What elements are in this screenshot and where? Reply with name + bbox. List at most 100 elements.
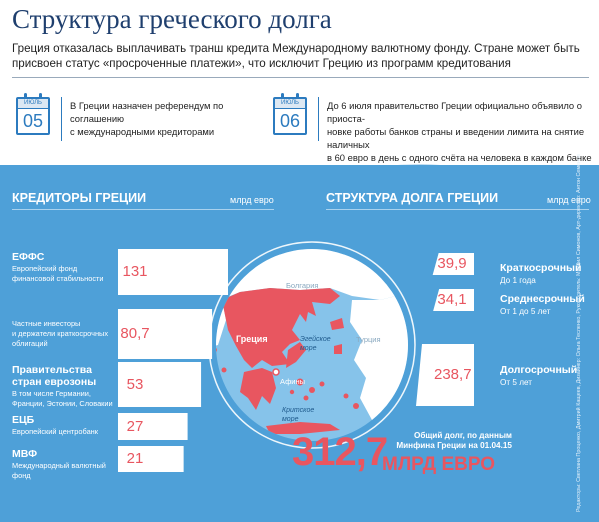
- event-divider: [61, 97, 62, 141]
- event-july-6: ИЮЛЬ 06 До 6 июля правительство Греции о…: [273, 93, 593, 163]
- maturity-name: Среднесрочный: [500, 293, 585, 305]
- map-label-greece: Греция: [236, 334, 268, 344]
- creditor-desc: Европейский центробанк: [12, 427, 120, 437]
- maturity-label-long: Долгосрочный От 5 лет: [500, 364, 577, 388]
- total-debt-unit: МЛРД ЕВРО: [382, 454, 496, 475]
- event-text-line: с международными кредиторами: [70, 126, 215, 137]
- map-greece-island: [319, 381, 325, 387]
- creditor-label-eurozone: Правительства стран еврозоны В том числе…: [12, 364, 120, 409]
- calendar-icon: ИЮЛЬ 05: [16, 93, 50, 135]
- creditor-bar: [118, 362, 202, 407]
- total-debt-note: Общий долг, по данным Минфина Греции на …: [392, 431, 512, 451]
- creditor-value-label: 53: [126, 375, 144, 393]
- lead-text: Греция отказалась выплачивать транш кред…: [12, 42, 580, 70]
- calendar-month: ИЮЛЬ: [24, 100, 42, 106]
- map-label-aegean-2: море: [300, 345, 317, 352]
- maturity-label-short: Краткосрочный До 1 года: [500, 262, 581, 286]
- event-text-line: До 6 июля правительство Греции официальн…: [327, 100, 582, 124]
- maturity-bar: [433, 289, 474, 311]
- creditors-unit: млрд евро: [230, 195, 274, 205]
- map-greece-island: [221, 367, 227, 373]
- athens-marker: [272, 368, 280, 376]
- creditor-desc-line: Европейский центробанк: [12, 427, 98, 436]
- calendar-ring: [39, 93, 42, 102]
- creditor-label-private: Частные инвесторы и держатели краткосроч…: [12, 318, 120, 349]
- total-debt-number: 312,7: [292, 430, 388, 474]
- creditor-desc-line: Международный валютный: [12, 461, 106, 470]
- creditor-value-label: 21: [126, 450, 144, 467]
- creditors-heading: КРЕДИТОРЫ ГРЕЦИИ: [12, 191, 147, 205]
- creditor-bar: [118, 446, 184, 472]
- creditor-label-imf: МВФ Международный валютный фонд: [12, 448, 120, 481]
- map-label-bulgaria: Болгария: [286, 281, 318, 290]
- map-greece-island: [309, 387, 315, 393]
- header-divider: [12, 77, 589, 78]
- total-note-line: Минфина Греции на 01.04.15: [396, 441, 512, 450]
- event-text: До 6 июля правительство Греции официальн…: [327, 99, 593, 164]
- calendar-month: ИЮЛЬ: [281, 100, 299, 106]
- maturity-value-label: 238,7: [434, 366, 472, 383]
- maturity-value-label: 34,1: [437, 291, 467, 308]
- calendar-ring: [296, 93, 299, 102]
- maturity-desc: От 1 до 5 лет: [500, 307, 551, 316]
- creditors-rule: [12, 209, 274, 210]
- creditor-value-label: 27: [126, 417, 144, 435]
- map-label-athens: Афины: [280, 377, 305, 386]
- debt-structure-unit: млрд евро: [547, 195, 591, 205]
- creditor-desc-line: фонд: [12, 471, 31, 480]
- creditor-desc: Частные инвесторы и держатели краткосроч…: [12, 319, 120, 349]
- creditor-bar: [118, 413, 188, 440]
- creditor-desc-line: и держатели краткосрочных: [12, 329, 109, 338]
- creditor-desc-line: облигаций: [12, 339, 48, 348]
- map-greece-island: [296, 378, 304, 386]
- maturity-value-label: 39,9: [437, 255, 467, 272]
- total-note-line: Общий долг, по данным: [413, 431, 512, 440]
- map-label-cretan-1: Критское: [282, 407, 314, 414]
- calendar-day: 06: [279, 111, 301, 131]
- creditor-value-label: 131: [122, 263, 148, 280]
- event-july-5: ИЮЛЬ 05 В Греции назначен референдум по …: [16, 93, 266, 143]
- page-title: Структура греческого долга: [12, 4, 332, 34]
- map-greece-island: [289, 389, 295, 395]
- map-label-cretan-2: море: [282, 416, 299, 423]
- creditor-desc: В том числе Германии, Франции, Эстонии, …: [12, 389, 120, 409]
- creditor-desc-line: финансовой стабильности: [12, 274, 104, 283]
- creditor-value-label: 80,7: [120, 325, 150, 342]
- creditor-label-effs: ЕФФС Европейский фонд финансовой стабиль…: [12, 251, 120, 284]
- map-greece-island: [343, 393, 349, 399]
- map-greece-island: [303, 395, 309, 401]
- creditor-desc-line: В том числе Германии,: [12, 389, 91, 398]
- creditor-desc-line: Франции, Эстонии, Словакии: [12, 399, 113, 408]
- event-text-line: новке работы банков страны и введении ли…: [327, 126, 585, 150]
- creditor-bars: [118, 249, 228, 472]
- creditor-name: МВФ: [12, 448, 38, 460]
- calendar-ring: [281, 93, 284, 102]
- creditor-name: ЕЦБ: [12, 414, 35, 426]
- creditor-name: Правительства стран еврозоны: [12, 364, 97, 388]
- calendar-ring: [24, 93, 27, 102]
- maturity-name: Долгосрочный: [500, 364, 578, 376]
- creditor-name: ЕФФС: [12, 251, 45, 263]
- map-greece-mainland: [222, 288, 340, 368]
- debt-structure-rule: [326, 209, 589, 210]
- map-label-turkey: Турция: [356, 335, 381, 344]
- event-divider: [318, 97, 319, 141]
- map-greece-evia: [286, 342, 306, 368]
- maturity-label-medium: Среднесрочный От 1 до 5 лет: [500, 293, 585, 317]
- maturity-bar: [416, 344, 474, 406]
- creditor-desc-line: Европейский фонд: [12, 264, 78, 273]
- calendar-header: [275, 99, 305, 109]
- event-text-line: в 60 евро в день с одного счёта на челов…: [327, 152, 592, 163]
- creditor-desc: Международный валютный фонд: [12, 461, 120, 481]
- creditor-desc: Европейский фонд финансовой стабильности: [12, 264, 120, 284]
- maturity-name: Краткосрочный: [500, 262, 582, 274]
- map-greece-peloponnese: [240, 368, 276, 410]
- maturity-bar: [432, 253, 474, 275]
- creditor-bar: [118, 249, 228, 295]
- map-greece-crete: [266, 422, 340, 434]
- map-label-aegean-1: Эгейское: [300, 335, 331, 343]
- map-greece-lesbos: [330, 318, 344, 330]
- event-text: В Греции назначен референдум по соглашен…: [70, 99, 266, 138]
- creditor-label-ecb: ЕЦБ Европейский центробанк: [12, 414, 120, 437]
